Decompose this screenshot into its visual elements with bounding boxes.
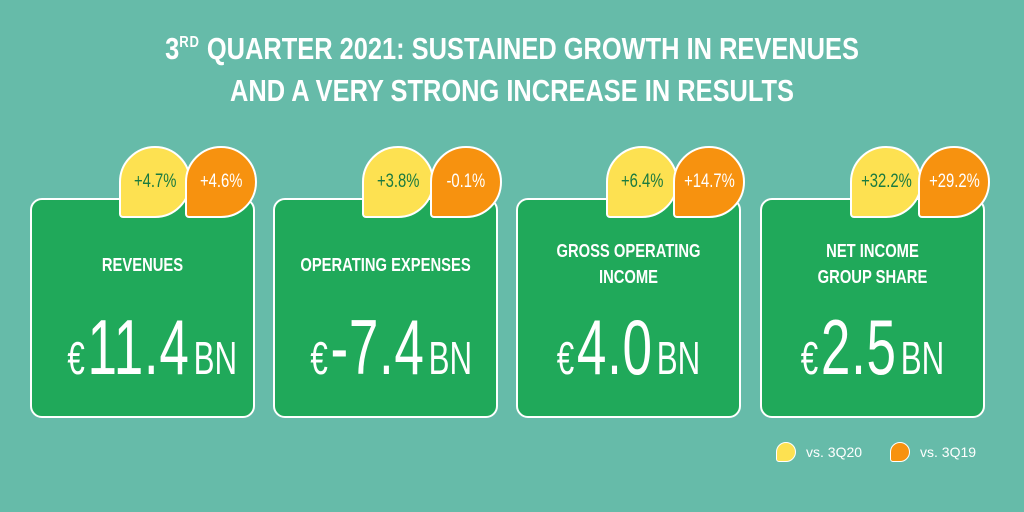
value-number: 4.0 <box>576 303 653 391</box>
page-title: 3RD QUARTER 2021: SUSTAINED GROWTH IN RE… <box>92 22 932 112</box>
card-operating-expenses: OPERATING EXPENSES €-7.4BN <box>273 198 498 418</box>
card-value: €11.4BN <box>67 302 237 393</box>
card-value: €4.0BN <box>553 302 703 393</box>
title-ordinal-suffix: RD <box>179 34 200 51</box>
value-number: 2.5 <box>820 303 897 391</box>
card-value: €2.5BN <box>797 302 947 393</box>
currency-symbol: € <box>556 332 575 384</box>
currency-symbol: € <box>800 332 819 384</box>
bubble-vs-3q19: +14.7% <box>673 146 745 218</box>
card-label: GROSS OPERATING INCOME <box>556 241 701 287</box>
currency-symbol: € <box>310 332 328 384</box>
yellow-bubble-icon <box>776 442 796 462</box>
bubble-vs-3q19: +4.6% <box>185 146 257 218</box>
value-unit: BN <box>656 332 701 384</box>
legend-vs-3q20: vs. 3Q20 <box>776 442 862 462</box>
card-revenues: REVENUES €11.4BN <box>30 198 255 418</box>
value-number: 11.4 <box>87 303 190 391</box>
value-unit: BN <box>428 332 473 384</box>
card-net-income-group-share: NET INCOME GROUP SHARE €2.5BN <box>760 198 985 418</box>
card-value: €-7.4BN <box>310 302 472 393</box>
bubble-vs-3q20: +3.8% <box>362 146 434 218</box>
bubble-vs-3q20: +6.4% <box>606 146 678 218</box>
value-unit: BN <box>900 332 945 384</box>
card-label: OPERATING EXPENSES <box>300 255 471 275</box>
value-unit: BN <box>193 332 238 384</box>
card-label: REVENUES <box>101 255 184 275</box>
bubble-vs-3q20: +32.2% <box>850 146 922 218</box>
title-line-1: 3RD QUARTER 2021: SUSTAINED GROWTH IN RE… <box>165 31 859 66</box>
bubble-vs-3q19: -0.1% <box>430 146 502 218</box>
orange-bubble-icon <box>890 442 910 462</box>
card-label: NET INCOME GROUP SHARE <box>817 241 928 287</box>
bubble-vs-3q20: +4.7% <box>119 146 191 218</box>
legend-vs-3q19: vs. 3Q19 <box>890 442 976 462</box>
bubble-vs-3q19: +29.2% <box>918 146 990 218</box>
title-line-2: AND A VERY STRONG INCREASE IN RESULTS <box>229 73 795 108</box>
currency-symbol: € <box>67 332 85 384</box>
card-gross-operating-income: GROSS OPERATING INCOME €4.0BN <box>516 198 741 418</box>
value-number: -7.4 <box>330 303 425 391</box>
